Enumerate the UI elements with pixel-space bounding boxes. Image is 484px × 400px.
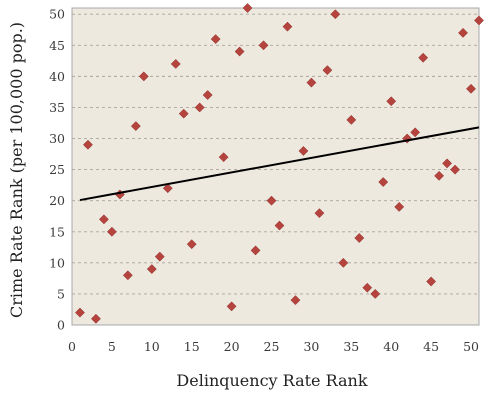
data-point xyxy=(266,195,277,206)
data-point xyxy=(394,201,405,212)
data-point xyxy=(410,127,421,138)
data-point xyxy=(466,83,476,94)
data-point xyxy=(202,90,213,100)
y-axis-ticks: 0 5 10 15 20 25 30 35 40 45 50 xyxy=(49,7,65,333)
plot-area xyxy=(71,7,480,326)
data-point xyxy=(218,152,229,163)
data-point xyxy=(154,251,165,262)
data-point xyxy=(442,158,453,169)
data-point xyxy=(330,9,341,20)
data-point xyxy=(210,34,221,45)
data-point xyxy=(354,233,365,243)
x-tick-label: 40 xyxy=(383,339,399,354)
y-tick-label: 5 xyxy=(57,286,65,301)
data-point xyxy=(186,239,197,250)
data-point xyxy=(75,307,85,318)
x-tick-label: 0 xyxy=(68,339,76,354)
data-point xyxy=(242,3,253,13)
y-tick-label: 20 xyxy=(49,193,65,208)
y-axis-title: Crime Rate Rank (per 100,000 pop.) xyxy=(7,22,26,318)
x-tick-label: 35 xyxy=(343,339,359,354)
x-tick-label: 5 xyxy=(108,339,116,354)
trendline xyxy=(79,126,480,202)
data-point xyxy=(138,71,149,82)
x-tick-label: 50 xyxy=(463,339,479,354)
x-tick-label: 15 xyxy=(184,339,200,354)
data-point xyxy=(290,295,301,306)
data-point xyxy=(194,102,205,113)
data-point xyxy=(458,27,468,38)
data-point xyxy=(434,170,445,181)
data-point xyxy=(106,226,117,237)
y-tick-label: 35 xyxy=(49,100,65,115)
data-point xyxy=(378,177,389,187)
data-point xyxy=(170,58,181,69)
data-point xyxy=(322,65,333,76)
data-point xyxy=(226,301,237,312)
data-point xyxy=(306,77,317,88)
y-tick-label: 50 xyxy=(49,7,65,22)
data-point xyxy=(362,282,373,293)
data-point xyxy=(418,52,429,63)
y-tick-label: 45 xyxy=(49,38,65,53)
data-point xyxy=(338,257,349,268)
data-point xyxy=(346,114,357,125)
data-point xyxy=(178,108,189,119)
data-point xyxy=(426,276,437,287)
data-point xyxy=(130,121,141,132)
y-tick-label: 30 xyxy=(49,131,65,146)
data-point xyxy=(98,214,109,225)
y-tick-label: 40 xyxy=(49,69,65,84)
data-points xyxy=(75,3,484,324)
y-tick-label: 10 xyxy=(49,255,65,270)
x-tick-label: 20 xyxy=(224,339,240,354)
data-point xyxy=(274,220,285,231)
data-point xyxy=(122,270,133,281)
y-tick-label: 0 xyxy=(57,318,65,333)
data-point xyxy=(314,208,325,219)
data-point xyxy=(282,21,293,32)
data-point xyxy=(250,245,261,256)
data-point xyxy=(258,40,269,51)
data-point xyxy=(83,139,93,150)
x-tick-label: 30 xyxy=(303,339,319,354)
data-point xyxy=(298,146,309,156)
data-point xyxy=(474,15,484,26)
x-tick-label: 10 xyxy=(144,339,160,354)
data-point xyxy=(90,313,101,324)
x-axis-ticks: 0 5 10 15 20 25 30 35 40 45 50 xyxy=(68,339,479,354)
y-tick-label: 25 xyxy=(49,162,65,177)
data-point xyxy=(386,96,397,107)
data-point xyxy=(234,46,245,57)
x-axis-title: Delinquency Rate Rank xyxy=(176,371,367,390)
data-point xyxy=(370,288,381,299)
y-tick-label: 15 xyxy=(49,224,65,239)
data-point xyxy=(450,164,461,175)
data-point xyxy=(162,183,173,194)
x-tick-label: 25 xyxy=(264,339,280,354)
data-point xyxy=(146,264,157,275)
x-tick-label: 45 xyxy=(423,339,439,354)
